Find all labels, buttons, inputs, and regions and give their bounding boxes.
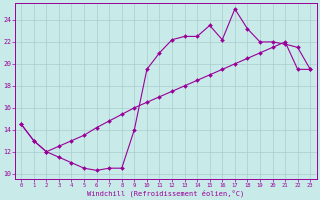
X-axis label: Windchill (Refroidissement éolien,°C): Windchill (Refroidissement éolien,°C) xyxy=(87,189,244,197)
